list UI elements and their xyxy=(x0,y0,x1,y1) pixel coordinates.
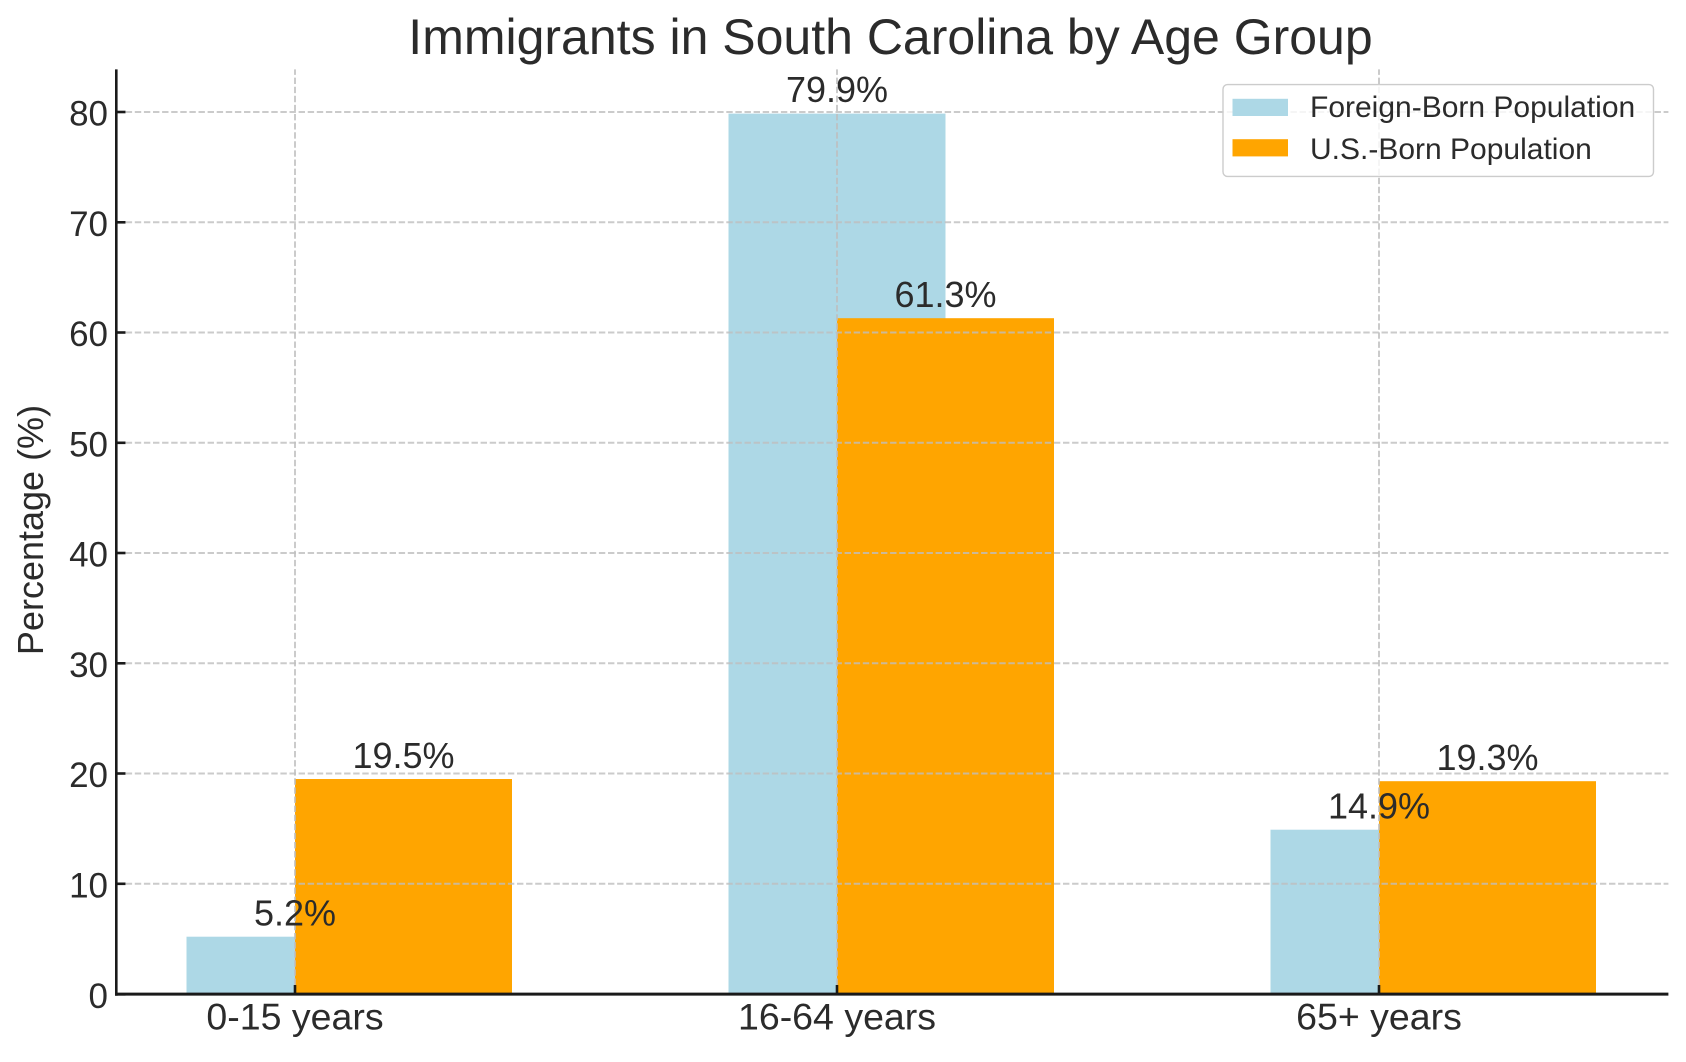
svg-text:79.9%: 79.9% xyxy=(786,69,888,110)
svg-text:19.5%: 19.5% xyxy=(352,735,454,776)
svg-text:20: 20 xyxy=(69,756,108,795)
svg-text:50: 50 xyxy=(69,426,108,465)
svg-text:0-15 years: 0-15 years xyxy=(206,996,383,1038)
svg-text:Percentage (%): Percentage (%) xyxy=(10,405,51,655)
svg-text:40: 40 xyxy=(69,536,108,575)
svg-text:61.3%: 61.3% xyxy=(894,274,996,315)
svg-text:Immigrants in South Carolina b: Immigrants in South Carolina by Age Grou… xyxy=(408,9,1372,65)
svg-text:60: 60 xyxy=(69,315,108,354)
svg-text:16-64 years: 16-64 years xyxy=(738,996,936,1038)
svg-text:30: 30 xyxy=(69,646,108,685)
svg-text:Foreign-Born Population: Foreign-Born Population xyxy=(1310,91,1635,124)
svg-text:14.9%: 14.9% xyxy=(1328,786,1430,827)
svg-text:5.2%: 5.2% xyxy=(254,893,336,934)
svg-text:80: 80 xyxy=(69,95,108,134)
svg-text:19.3%: 19.3% xyxy=(1436,737,1538,778)
svg-text:U.S.-Born Population: U.S.-Born Population xyxy=(1310,133,1592,166)
svg-text:0: 0 xyxy=(89,977,108,1016)
svg-text:10: 10 xyxy=(69,867,108,906)
svg-text:70: 70 xyxy=(69,205,108,244)
svg-text:65+ years: 65+ years xyxy=(1296,996,1462,1038)
